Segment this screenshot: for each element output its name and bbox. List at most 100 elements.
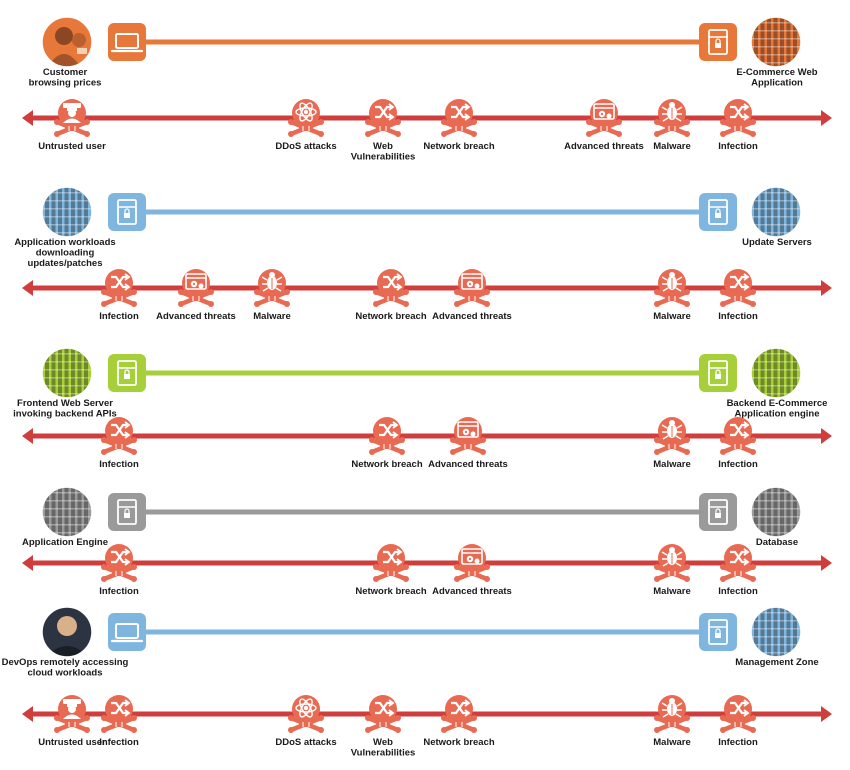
network-breach-icon	[369, 417, 405, 455]
threat-label: Malware	[653, 311, 691, 322]
malware-icon	[654, 269, 690, 307]
arrowhead-left	[22, 555, 33, 571]
left-endpoint-label: Application workloads downloading updates/…	[14, 237, 115, 269]
ddos-icon	[288, 695, 324, 733]
left-endpoint-label: DevOps remotely accessing cloud workloads	[2, 657, 129, 679]
threat-label: Network breach	[351, 459, 422, 470]
laptop-icon	[108, 23, 146, 61]
threat-label: Advanced threats	[432, 311, 512, 322]
threat-label: DDoS attacks	[275, 141, 336, 152]
server-icon	[699, 193, 737, 231]
threat-label: Network breach	[355, 586, 426, 597]
infection-icon	[720, 269, 756, 307]
threat-label: Network breach	[423, 141, 494, 152]
threat-label: Malware	[653, 737, 691, 748]
infection-icon	[720, 695, 756, 733]
arrowhead-right	[821, 280, 832, 296]
ddos-icon	[288, 99, 324, 137]
threat-label: Advanced threats	[564, 141, 644, 152]
advanced-threats-icon	[586, 99, 622, 137]
threat-label: Malware	[653, 141, 691, 152]
advanced-threats-icon	[450, 417, 486, 455]
threat-label: Network breach	[423, 737, 494, 748]
infection-icon	[101, 269, 137, 307]
untrusted-user-icon	[54, 695, 90, 733]
threat-label: Infection	[718, 141, 758, 152]
untrusted-user-icon	[54, 99, 90, 137]
malware-icon	[654, 99, 690, 137]
right-endpoint-photo	[750, 186, 802, 238]
server-icon	[108, 493, 146, 531]
infection-icon	[101, 417, 137, 455]
left-endpoint-photo	[41, 186, 93, 238]
right-endpoint-label: Database	[756, 537, 798, 548]
arrowhead-left	[22, 428, 33, 444]
advanced-threats-icon	[178, 269, 214, 307]
right-endpoint-photo	[750, 16, 802, 68]
right-endpoint-photo	[750, 347, 802, 399]
left-endpoint-label: Customer browsing prices	[29, 67, 102, 89]
server-icon	[699, 354, 737, 392]
infection-icon	[720, 417, 756, 455]
advanced-threats-icon	[454, 269, 490, 307]
arrowhead-right	[821, 428, 832, 444]
threat-label: Infection	[99, 311, 139, 322]
threat-label: Web Vulnerabilities	[351, 141, 416, 163]
threat-label: Advanced threats	[428, 459, 508, 470]
server-icon	[699, 23, 737, 61]
threat-label: Advanced threats	[156, 311, 236, 322]
infection-icon	[101, 695, 137, 733]
malware-icon	[654, 695, 690, 733]
right-endpoint-label: E-Commerce Web Application	[736, 67, 817, 89]
threat-label: Infection	[99, 586, 139, 597]
left-endpoint-label: Application Engine	[22, 537, 108, 548]
infection-icon	[720, 544, 756, 582]
threat-label: DDoS attacks	[275, 737, 336, 748]
arrowhead-left	[22, 280, 33, 296]
threat-label: Infection	[718, 737, 758, 748]
web-vulnerabilities-icon	[365, 695, 401, 733]
server-icon	[108, 354, 146, 392]
threat-label: Malware	[653, 459, 691, 470]
threat-label: Infection	[99, 459, 139, 470]
right-endpoint-label: Update Servers	[742, 237, 812, 248]
advanced-threats-icon	[454, 544, 490, 582]
threat-label: Untrusted user	[38, 737, 106, 748]
arrowhead-right	[821, 706, 832, 722]
server-icon	[108, 193, 146, 231]
network-breach-icon	[373, 269, 409, 307]
left-endpoint-photo	[41, 606, 93, 658]
web-vulnerabilities-icon	[365, 99, 401, 137]
threat-label: Malware	[653, 586, 691, 597]
threat-label: Network breach	[355, 311, 426, 322]
arrowhead-left	[22, 706, 33, 722]
threat-label: Advanced threats	[432, 586, 512, 597]
left-endpoint-photo	[41, 486, 93, 538]
infection-icon	[720, 99, 756, 137]
right-endpoint-label: Backend E-Commerce Application engine	[727, 398, 828, 420]
threat-label: Infection	[718, 311, 758, 322]
left-endpoint-label: Frontend Web Server invoking backend APIs	[13, 398, 117, 420]
server-icon	[699, 613, 737, 651]
network-breach-icon	[441, 695, 477, 733]
malware-icon	[254, 269, 290, 307]
right-endpoint-photo	[750, 486, 802, 538]
right-endpoint-photo	[750, 606, 802, 658]
malware-icon	[654, 544, 690, 582]
threat-label: Malware	[253, 311, 291, 322]
arrowhead-left	[22, 110, 33, 126]
arrowhead-right	[821, 110, 832, 126]
right-endpoint-label: Management Zone	[735, 657, 818, 668]
laptop-icon	[108, 613, 146, 651]
network-breach-icon	[441, 99, 477, 137]
threat-label: Infection	[718, 459, 758, 470]
threat-label: Infection	[718, 586, 758, 597]
left-endpoint-photo	[41, 347, 93, 399]
threat-label: Untrusted user	[38, 141, 106, 152]
left-endpoint-photo	[41, 16, 93, 68]
threat-label: Infection	[99, 737, 139, 748]
arrowhead-right	[821, 555, 832, 571]
threat-label: Web Vulnerabilities	[351, 737, 416, 759]
server-icon	[699, 493, 737, 531]
